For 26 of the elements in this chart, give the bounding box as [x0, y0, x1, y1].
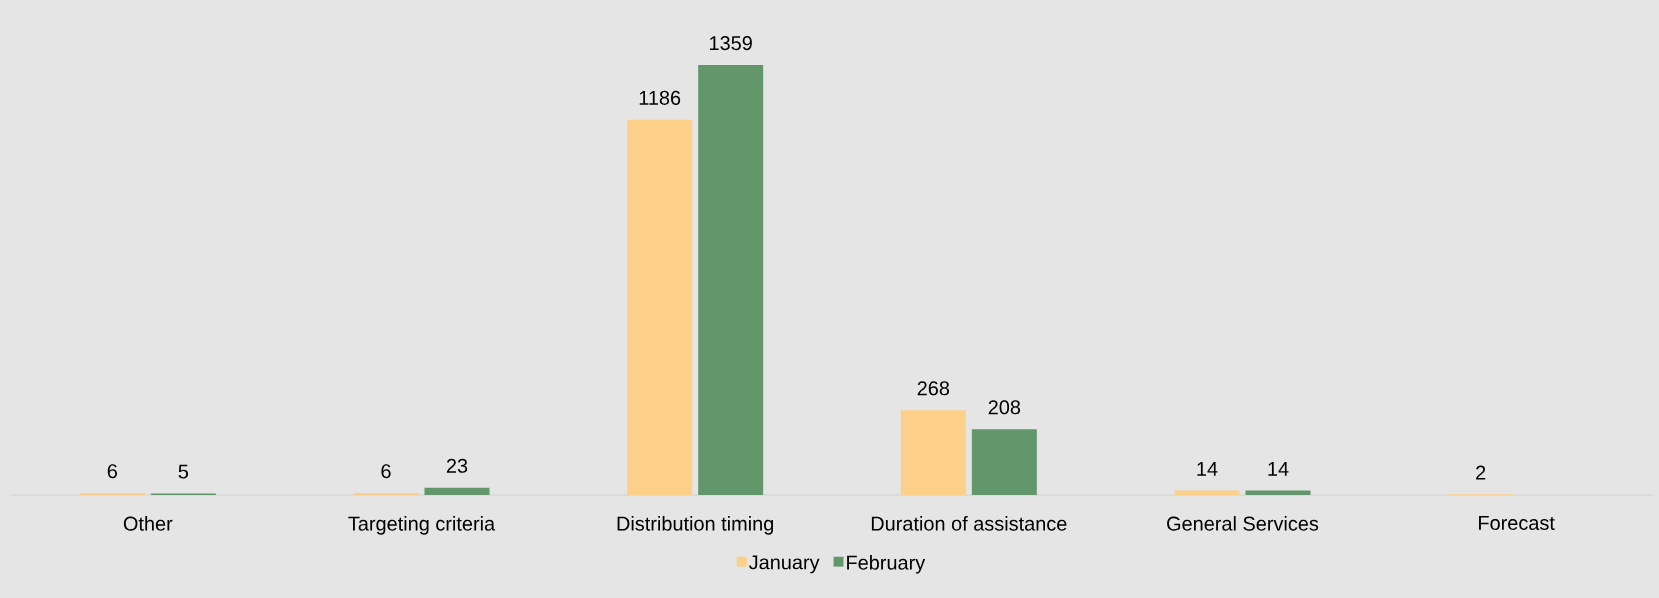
data-label: 14: [1268, 462, 1289, 476]
data-label: 1186: [639, 90, 681, 105]
data-label: 6: [381, 464, 391, 479]
bar: [971, 429, 1037, 495]
x-tick-label: Targeting criteria: [348, 516, 496, 535]
data-label: 14: [1197, 462, 1218, 476]
x-tick-label: Forecast: [1479, 516, 1555, 530]
bar: [1245, 490, 1311, 495]
data-label: 23: [446, 458, 468, 473]
data-label: 5: [178, 464, 189, 479]
bar: [1174, 490, 1240, 495]
data-label: 6: [107, 464, 117, 479]
data-label: 1359: [710, 36, 752, 51]
bar: [627, 119, 693, 495]
legend-label: January: [749, 555, 820, 574]
x-tick-label: Duration of assistance: [871, 516, 1067, 531]
x-tick-label: Other: [123, 516, 173, 531]
x-tick-label: Distribution timing: [617, 516, 774, 535]
legend-label: February: [847, 555, 926, 574]
bar: [900, 410, 966, 495]
data-label: 208: [988, 400, 1021, 415]
data-label: 2: [1476, 465, 1486, 480]
x-tick-label: General Services: [1167, 516, 1319, 531]
bar: [698, 65, 764, 495]
bar: [424, 487, 490, 495]
data-label: 268: [917, 381, 950, 396]
